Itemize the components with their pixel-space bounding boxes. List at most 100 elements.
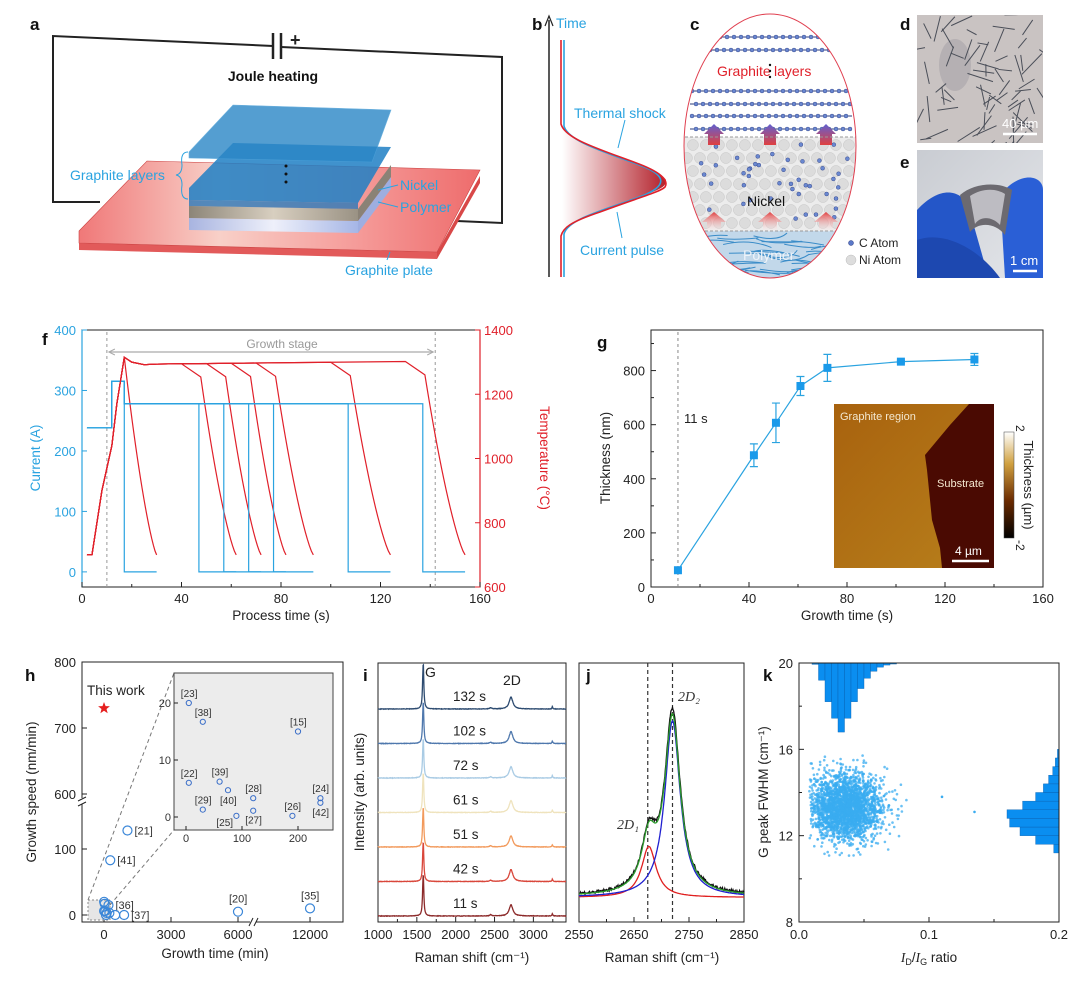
data-point [796,381,805,390]
scatter-point [832,799,836,802]
scatter-point [866,796,869,800]
c-atom [777,181,782,186]
scatter-point [853,800,857,803]
scatter-point [879,776,882,780]
crack-line [940,16,956,33]
scatter-point [900,810,904,813]
c-atom [788,181,794,187]
crack-line [943,89,955,101]
scatter-point [812,773,816,777]
scatter-point [883,775,886,779]
scatter-point [878,799,881,803]
c-atom [822,88,828,94]
scatter-point [867,813,870,816]
micrograph-image [917,15,1043,143]
inset-x-tick-label: 0 [183,833,189,845]
c-atom [731,34,737,40]
scatter-point [822,773,825,777]
inset-point-label: [39] [212,768,229,779]
scatter-point [847,839,851,842]
crack-line [975,86,992,95]
scatter-point [815,792,819,796]
scatter-point [817,798,821,802]
ni-atom [746,178,758,190]
scatter-point [841,832,844,836]
data-point [673,566,682,575]
panel-label-g: g [597,333,607,352]
panel-e: e 1 cm [900,150,1043,278]
scatter-point [822,827,825,831]
scatter-point [869,808,873,811]
c-atom [822,113,828,119]
scatter-point [874,826,877,830]
spectrum-label: 102 s [453,724,486,739]
crack-line [995,55,1008,62]
crack-line [926,96,931,123]
c-atom [728,101,734,107]
c-atom [780,88,786,94]
scatter-point [858,771,861,775]
scatter-point [836,788,840,792]
inset-y-tick-label: 10 [159,755,171,767]
inset-x-tick-label: 200 [289,833,307,845]
x-axis-label: ID/IG ratio [900,950,957,967]
c-atom [735,47,741,53]
crack-line [926,128,949,140]
colorbar-min: -2 [1013,540,1027,551]
spectrum-label: 42 s [453,862,479,877]
zoom-line [87,672,175,901]
y-axis-label: Growth speed (nm/min) [24,721,39,862]
scatter-point [810,762,813,765]
scatter-point [822,824,825,827]
joule-heating-title: Joule heating [228,68,318,84]
scatter-point [863,797,866,800]
scatter-point [875,814,879,818]
x-tick-label: 160 [1032,591,1054,606]
data-point [771,418,780,427]
scatter-point [841,780,844,784]
c-atom [752,88,758,94]
scatter-point [843,815,846,819]
scatter-point [821,801,824,805]
x-tick-label: 120 [934,591,956,606]
c-atom-icon [848,240,854,246]
arrow-up-icon [758,212,782,232]
c-atom [717,88,723,94]
scatter-point [825,803,828,806]
scatter-point [838,809,842,812]
scatter-point [874,809,877,813]
scatter-point [868,803,871,806]
reference-label: [36] [115,900,133,912]
reference-point [99,905,110,917]
c-atom [773,34,779,40]
c-atom [745,88,751,94]
polymer-chain [791,271,826,278]
c-atom [798,47,804,53]
c-atom [805,126,811,132]
scatter-point [854,769,857,772]
scatter-point [897,834,901,838]
c-atom [781,167,786,172]
scatter-point [874,785,878,789]
c-atom [836,171,841,176]
brace-icon [175,151,189,200]
scatter-point [840,835,844,838]
scatter-point [863,806,867,810]
scatter-point [868,782,872,785]
scatter-point [843,835,847,839]
scatter-point [817,816,820,820]
scatter-point [862,819,865,823]
annotation-11s: 11 s [684,411,708,426]
polymer-chain [769,253,810,261]
scatter-point [835,816,839,820]
scatter-point [823,768,826,772]
scatter-point [869,825,873,828]
c-atom [847,47,853,53]
scatter-point [828,780,832,784]
crack-line [924,61,930,85]
scatter-point [833,782,836,785]
ni-atom [772,152,784,164]
c-atom [819,101,825,107]
crack-line [996,92,1008,101]
